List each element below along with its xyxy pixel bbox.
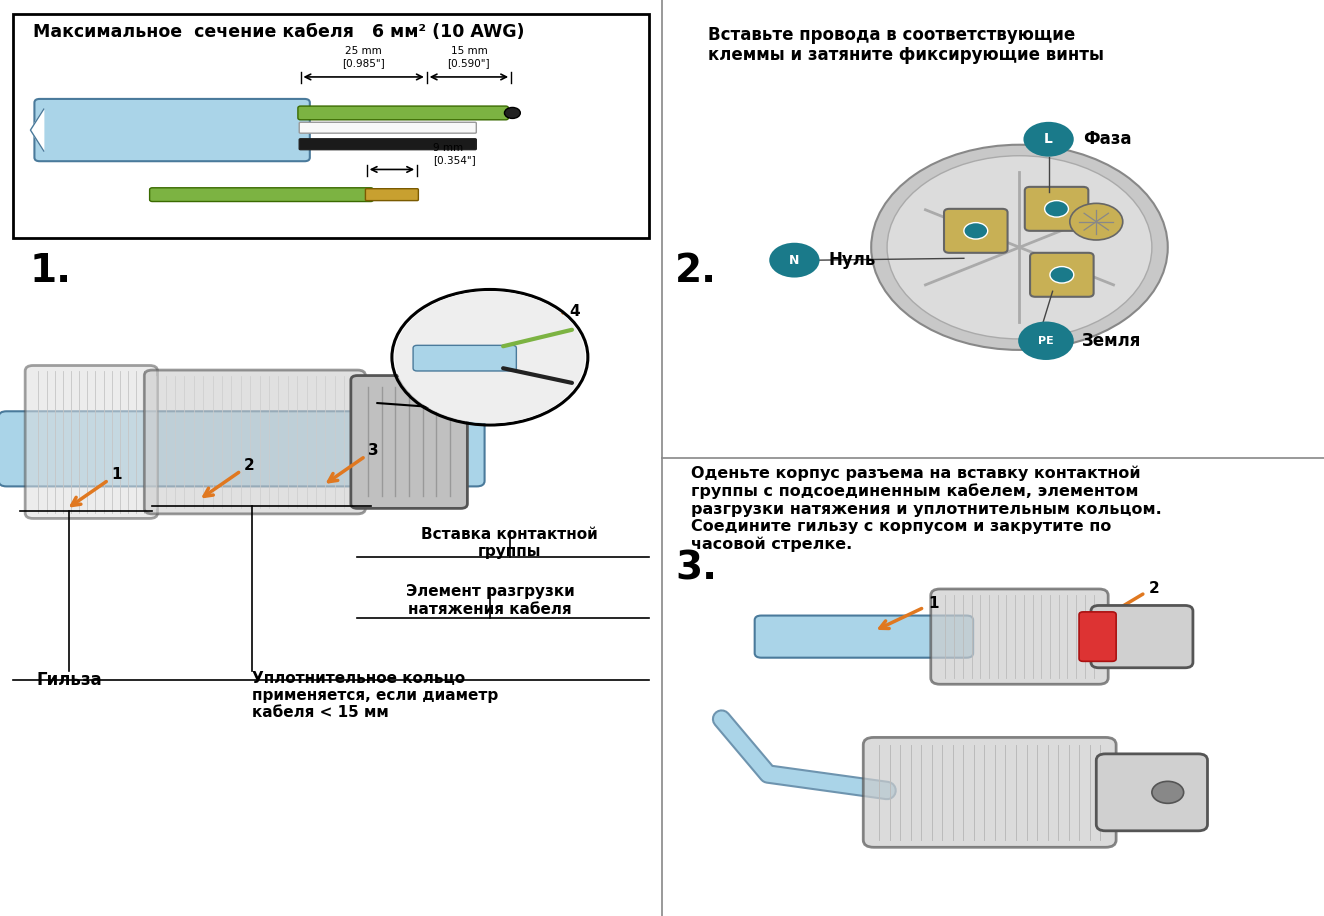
Text: 9 mm
[0.354"]: 9 mm [0.354"] [433, 143, 475, 165]
FancyBboxPatch shape [1096, 754, 1207, 831]
Text: 3: 3 [368, 443, 379, 458]
FancyBboxPatch shape [755, 616, 973, 658]
Text: 4: 4 [569, 304, 580, 319]
Circle shape [504, 107, 520, 118]
FancyBboxPatch shape [1091, 605, 1193, 668]
Text: Фаза: Фаза [1083, 130, 1132, 148]
Text: N: N [789, 254, 800, 267]
FancyBboxPatch shape [1079, 612, 1116, 661]
Circle shape [1070, 203, 1123, 240]
Text: Земля: Земля [1082, 332, 1141, 350]
Text: 2: 2 [1149, 582, 1160, 596]
FancyBboxPatch shape [25, 365, 158, 518]
FancyBboxPatch shape [150, 188, 373, 202]
Text: 1.: 1. [29, 252, 71, 289]
FancyBboxPatch shape [365, 189, 418, 201]
Circle shape [1018, 322, 1074, 360]
FancyBboxPatch shape [413, 345, 516, 371]
Circle shape [395, 291, 585, 423]
Text: 2.: 2. [675, 252, 718, 289]
Polygon shape [30, 109, 44, 151]
FancyBboxPatch shape [863, 737, 1116, 847]
Text: L: L [1045, 132, 1053, 147]
Text: Вставка контактной
группы: Вставка контактной группы [421, 527, 598, 559]
FancyBboxPatch shape [298, 106, 508, 120]
Text: Гильза: Гильза [36, 671, 102, 689]
Circle shape [964, 223, 988, 239]
Text: 3.: 3. [675, 550, 718, 587]
Text: 25 mm
[0.985"]: 25 mm [0.985"] [343, 46, 385, 68]
Text: Вставьте провода в соответствующие
клеммы и затяните фиксирующие винты: Вставьте провода в соответствующие клемм… [708, 26, 1104, 64]
FancyBboxPatch shape [299, 123, 477, 133]
FancyBboxPatch shape [299, 139, 477, 149]
Text: Нуль: Нуль [829, 251, 876, 269]
Text: 15 mm
[0.590"]: 15 mm [0.590"] [448, 46, 490, 68]
Circle shape [887, 156, 1152, 339]
Circle shape [1045, 201, 1068, 217]
Text: 2: 2 [244, 458, 254, 473]
Text: 1: 1 [111, 467, 122, 482]
Text: 1: 1 [928, 596, 939, 611]
FancyBboxPatch shape [1025, 187, 1088, 231]
FancyBboxPatch shape [351, 376, 467, 508]
Text: Уплотнительное кольцо
применяется, если диаметр
кабеля < 15 мм: Уплотнительное кольцо применяется, если … [252, 671, 498, 720]
Text: Оденьте корпус разъема на вставку контактной
группы с подсоединенным кабелем, эл: Оденьте корпус разъема на вставку контак… [691, 465, 1162, 552]
Text: Элемент разгрузки
натяжения кабеля: Элемент разгрузки натяжения кабеля [405, 584, 575, 616]
Circle shape [871, 145, 1168, 350]
Circle shape [1050, 267, 1074, 283]
Circle shape [1152, 781, 1184, 803]
FancyBboxPatch shape [13, 14, 649, 238]
Text: PE: PE [1038, 336, 1054, 345]
FancyBboxPatch shape [1030, 253, 1094, 297]
FancyBboxPatch shape [144, 370, 365, 514]
FancyBboxPatch shape [34, 99, 310, 161]
Circle shape [769, 243, 820, 278]
FancyBboxPatch shape [0, 411, 485, 486]
FancyBboxPatch shape [931, 589, 1108, 684]
Circle shape [1023, 122, 1074, 157]
Text: Максимальное  сечение кабеля   6 мм² (10 AWG): Максимальное сечение кабеля 6 мм² (10 AW… [33, 23, 524, 41]
FancyBboxPatch shape [944, 209, 1008, 253]
